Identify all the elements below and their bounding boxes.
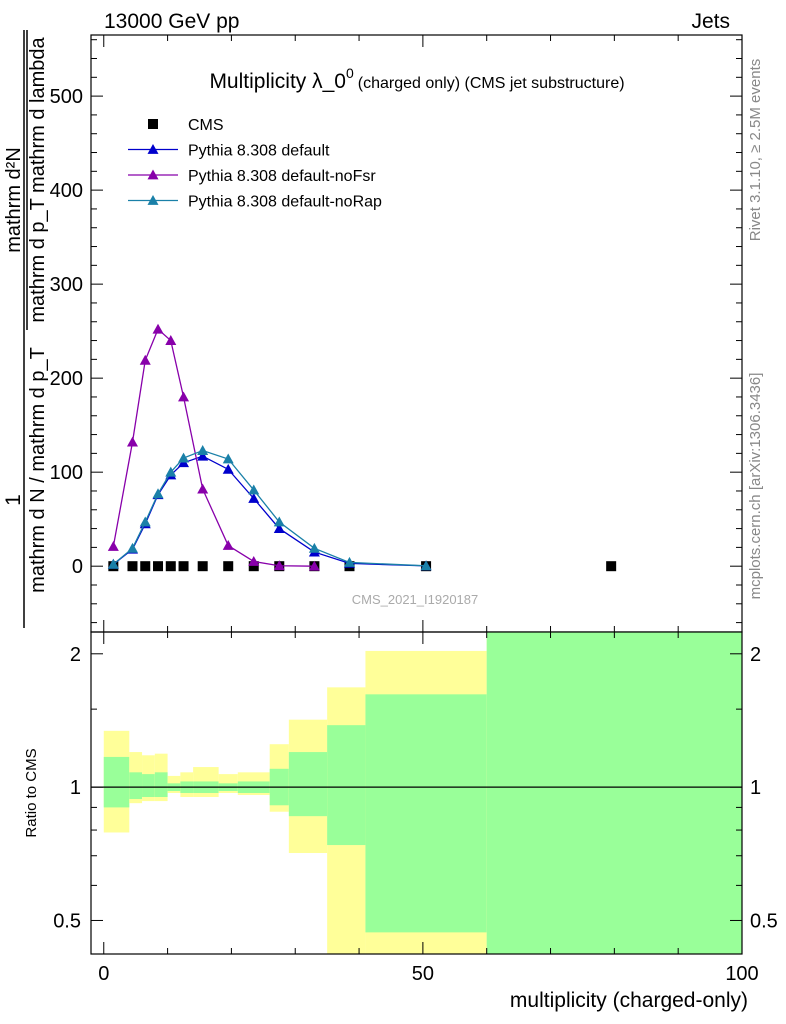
ratio-y-tick-label-right-2: 2 xyxy=(750,644,761,666)
ratio-y-tick-label-left-1: 1 xyxy=(70,777,81,799)
series-1-point-9 xyxy=(273,523,285,533)
series-2-point-9 xyxy=(273,560,285,571)
legend-label-0: CMS xyxy=(188,117,224,134)
main-y-tick-label-3: 300 xyxy=(50,274,83,296)
ratio-stat-band-1 xyxy=(129,772,143,800)
y-label-prefix-denominator: mathrm d N / mathrm d p_T xyxy=(27,347,49,593)
series-2-point-7 xyxy=(222,540,234,550)
x-tick-label-0: 0 xyxy=(98,963,109,985)
legend: CMS Pythia 8.308 default Pythia 8.308 defa… xyxy=(128,117,382,211)
series-0-point-3 xyxy=(153,561,164,572)
series-2-point-3 xyxy=(152,323,164,334)
series-3-point-12 xyxy=(420,560,432,571)
header-energy-label: 13000 GeV pp xyxy=(104,10,239,33)
y-label-prefix-one: 1 xyxy=(2,494,25,506)
ratio-stat-band-0 xyxy=(103,756,130,808)
series-3-point-2 xyxy=(139,516,151,527)
series-0-point-5 xyxy=(178,561,189,572)
y-label-denominator: mathrm d p_T mathrm d lambda xyxy=(27,36,49,322)
series-3-point-4 xyxy=(165,466,177,477)
legend-marker-1 xyxy=(147,144,159,154)
series-3-point-7 xyxy=(222,453,234,464)
series-3-point-11 xyxy=(343,556,355,567)
ratio-plot-area: 0.5 0.5 1 1 2 2 0 50 100 xyxy=(53,632,778,985)
series-3-line xyxy=(112,449,427,567)
y-label-numerator: mathrm d²N xyxy=(3,147,25,253)
series-3-point-8 xyxy=(248,484,260,495)
series-0-point-2 xyxy=(140,561,151,572)
series-3-point-9 xyxy=(273,516,285,527)
ratio-y-tick-label-right-1: 1 xyxy=(750,777,761,799)
ratio-stat-band-10 xyxy=(288,752,328,817)
legend-marker-3 xyxy=(147,195,159,205)
rivet-version-label: Rivet 3.1.10, ≥ 2.5M events xyxy=(747,59,764,242)
legend-label-3: Pythia 8.308 default-noRap xyxy=(188,194,382,211)
series-2-point-5 xyxy=(178,391,190,402)
ratio-y-tick-label-left-0: 0.5 xyxy=(53,910,81,932)
ratio-stat-band-12 xyxy=(365,694,487,933)
series-1-point-6 xyxy=(197,450,209,461)
legend-label-1: Pythia 8.308 default xyxy=(188,143,330,160)
ratio-stat-band-11 xyxy=(327,725,366,846)
series-2-point-2 xyxy=(139,354,151,365)
header-jets-label: Jets xyxy=(691,10,730,33)
main-plot-area: 0 100 200 300 400 500 xyxy=(50,35,743,632)
series-0-point-8 xyxy=(248,561,259,572)
analysis-watermark: CMS_2021_I1920187 xyxy=(352,592,479,607)
series-2-point-6 xyxy=(197,483,209,494)
series-2-point-8 xyxy=(248,555,260,566)
series-2-point-0 xyxy=(107,540,119,551)
ratio-y-axis-label: Ratio to CMS xyxy=(23,748,40,837)
legend-label-2: Pythia 8.308 default-noFsr xyxy=(188,168,376,185)
main-y-tick-label-4: 400 xyxy=(50,180,83,202)
series-0-point-1 xyxy=(127,561,138,572)
series-2-point-1 xyxy=(126,436,138,447)
main-y-tick-label-1: 100 xyxy=(50,462,83,484)
ratio-stat-band-2 xyxy=(142,774,155,797)
ratio-y-tick-label-right-0: 0.5 xyxy=(750,910,778,932)
series-0-point-4 xyxy=(165,561,176,572)
series-0-point-13 xyxy=(606,561,617,572)
plot-title-superscript: 0 xyxy=(346,65,354,81)
series-3-point-3 xyxy=(152,488,164,499)
ratio-stat-band-13 xyxy=(486,632,742,954)
x-tick-label-2: 100 xyxy=(725,963,758,985)
x-axis-label: multiplicity (charged-only) xyxy=(510,989,748,1012)
ratio-stat-band-3 xyxy=(154,772,168,797)
series-3-point-1 xyxy=(126,542,138,553)
ratio-plot-frame xyxy=(90,631,743,955)
plot-title-suffix: (charged only) (CMS jet substructure) xyxy=(358,75,625,92)
series-3-point-10 xyxy=(308,542,320,553)
series-3-point-6 xyxy=(197,445,209,455)
mcplots-label: mcplots.cern.ch [arXiv:1306.3436] xyxy=(747,373,764,600)
plot-title: Multiplicity λ_00(charged only) (CMS jet… xyxy=(209,65,624,93)
ratio-y-tick-label-left-2: 2 xyxy=(70,644,81,666)
legend-marker-0 xyxy=(148,119,158,129)
series-3-point-0 xyxy=(107,558,119,569)
series-1-point-8 xyxy=(248,492,260,503)
main-y-tick-label-5: 500 xyxy=(50,86,83,108)
series-1-point-7 xyxy=(222,463,234,474)
main-y-tick-label-2: 200 xyxy=(50,368,83,390)
plot-title-main: Multiplicity λ_0 xyxy=(209,70,346,93)
series-0-point-6 xyxy=(197,561,208,572)
series-2-line xyxy=(112,328,315,567)
series-0-point-7 xyxy=(223,561,234,572)
series-3-point-5 xyxy=(178,452,190,463)
series-2-point-4 xyxy=(165,335,177,345)
x-tick-label-1: 50 xyxy=(412,963,434,985)
series-2-point-10 xyxy=(308,560,320,571)
main-y-axis-label: 1 mathrm d N / mathrm d p_T mathrm d²N m… xyxy=(2,30,49,628)
main-y-tick-label-0: 0 xyxy=(72,556,83,578)
legend-marker-2 xyxy=(147,169,159,180)
